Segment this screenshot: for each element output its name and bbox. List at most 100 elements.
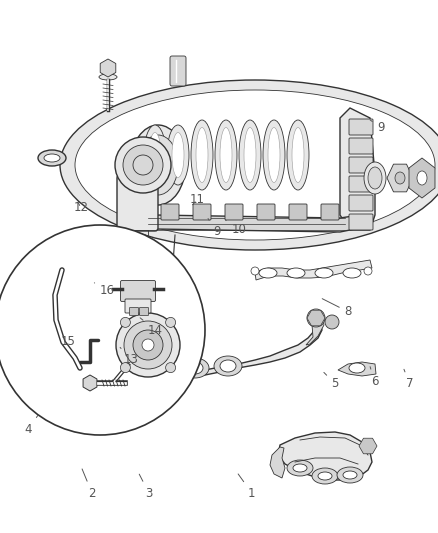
Ellipse shape <box>312 468 338 484</box>
FancyBboxPatch shape <box>117 175 158 231</box>
Ellipse shape <box>149 133 161 177</box>
Ellipse shape <box>244 127 256 182</box>
Ellipse shape <box>343 471 357 479</box>
Ellipse shape <box>154 364 170 376</box>
Ellipse shape <box>131 125 186 205</box>
FancyBboxPatch shape <box>193 204 211 220</box>
Ellipse shape <box>239 120 261 190</box>
Ellipse shape <box>349 363 365 373</box>
Text: 3: 3 <box>139 474 152 499</box>
Text: 2: 2 <box>82 469 96 499</box>
Polygon shape <box>338 362 376 376</box>
Ellipse shape <box>144 125 166 185</box>
Polygon shape <box>140 205 360 232</box>
Polygon shape <box>278 432 372 480</box>
FancyBboxPatch shape <box>125 299 151 313</box>
Text: 7: 7 <box>404 369 413 390</box>
FancyBboxPatch shape <box>349 176 373 192</box>
Circle shape <box>120 362 131 373</box>
Ellipse shape <box>138 135 178 195</box>
Ellipse shape <box>395 172 405 184</box>
FancyBboxPatch shape <box>130 308 138 316</box>
FancyBboxPatch shape <box>225 204 243 220</box>
FancyBboxPatch shape <box>170 56 186 86</box>
Polygon shape <box>148 322 322 378</box>
Polygon shape <box>359 438 377 454</box>
Circle shape <box>140 370 156 386</box>
Polygon shape <box>307 310 325 326</box>
Circle shape <box>116 313 180 377</box>
Polygon shape <box>270 447 285 478</box>
Polygon shape <box>255 260 372 280</box>
Ellipse shape <box>75 90 435 240</box>
Ellipse shape <box>343 268 361 278</box>
Ellipse shape <box>99 74 117 80</box>
Ellipse shape <box>318 472 332 480</box>
Polygon shape <box>409 158 435 198</box>
Text: 14: 14 <box>140 318 163 337</box>
FancyBboxPatch shape <box>161 204 179 220</box>
Ellipse shape <box>263 120 285 190</box>
Ellipse shape <box>196 127 208 182</box>
Text: 4: 4 <box>25 415 38 435</box>
Ellipse shape <box>220 127 232 182</box>
Text: 9: 9 <box>208 219 221 238</box>
Circle shape <box>133 155 153 175</box>
Circle shape <box>115 137 171 193</box>
Circle shape <box>325 315 339 329</box>
Ellipse shape <box>60 80 438 250</box>
Ellipse shape <box>214 356 242 376</box>
FancyBboxPatch shape <box>349 214 373 230</box>
FancyBboxPatch shape <box>257 204 275 220</box>
Text: 6: 6 <box>370 367 378 387</box>
Ellipse shape <box>167 125 189 185</box>
Ellipse shape <box>287 120 309 190</box>
Polygon shape <box>100 59 116 77</box>
FancyBboxPatch shape <box>120 280 155 302</box>
FancyBboxPatch shape <box>349 157 373 173</box>
Ellipse shape <box>146 145 170 185</box>
Ellipse shape <box>287 268 305 278</box>
Ellipse shape <box>293 464 307 472</box>
Circle shape <box>0 225 205 435</box>
Ellipse shape <box>148 360 176 380</box>
Ellipse shape <box>292 127 304 182</box>
Ellipse shape <box>38 150 66 166</box>
Text: 8: 8 <box>322 298 352 318</box>
FancyBboxPatch shape <box>349 119 373 135</box>
Ellipse shape <box>268 127 280 182</box>
Ellipse shape <box>364 162 386 194</box>
Ellipse shape <box>187 362 203 374</box>
Ellipse shape <box>181 358 209 378</box>
Text: 15: 15 <box>60 329 75 348</box>
Polygon shape <box>306 310 324 345</box>
Ellipse shape <box>417 171 427 185</box>
Circle shape <box>120 317 131 327</box>
FancyBboxPatch shape <box>321 204 339 220</box>
Text: 16: 16 <box>94 283 115 297</box>
Ellipse shape <box>337 467 363 483</box>
Text: 12: 12 <box>74 201 88 214</box>
Ellipse shape <box>287 460 313 476</box>
Circle shape <box>166 317 176 327</box>
FancyBboxPatch shape <box>289 204 307 220</box>
Ellipse shape <box>368 167 382 189</box>
Ellipse shape <box>315 268 333 278</box>
Ellipse shape <box>191 120 213 190</box>
FancyBboxPatch shape <box>349 138 373 154</box>
Circle shape <box>123 145 163 185</box>
Ellipse shape <box>44 154 60 162</box>
Text: 9: 9 <box>370 120 385 134</box>
Circle shape <box>142 339 154 351</box>
Circle shape <box>144 374 152 382</box>
Ellipse shape <box>215 120 237 190</box>
Circle shape <box>124 321 172 369</box>
Text: 5: 5 <box>324 373 339 390</box>
Circle shape <box>166 362 176 373</box>
Ellipse shape <box>220 360 236 372</box>
Text: 10: 10 <box>226 220 246 236</box>
Text: 1: 1 <box>238 474 256 499</box>
Polygon shape <box>83 375 97 391</box>
Ellipse shape <box>172 133 184 177</box>
Text: 11: 11 <box>190 193 205 206</box>
